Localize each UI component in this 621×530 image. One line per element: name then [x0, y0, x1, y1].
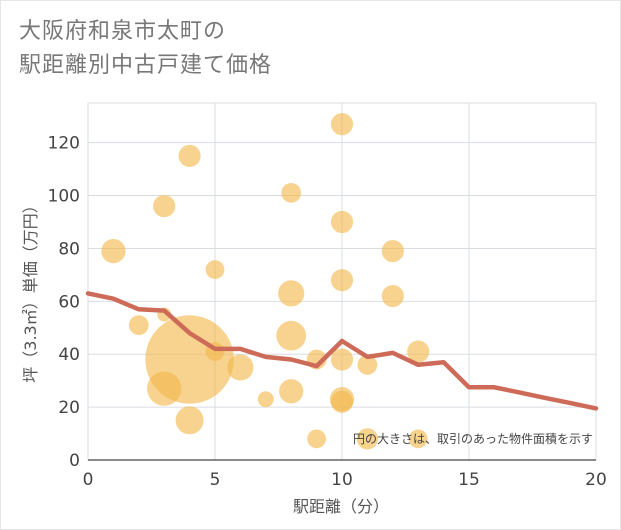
bubble-point — [101, 238, 126, 264]
bubble-point — [381, 240, 404, 263]
y-axis-label: 坪（3.3㎡）単価（万円） — [21, 197, 40, 382]
bubble-point — [307, 429, 326, 449]
bubble-point — [278, 280, 305, 307]
y-tick-label: 80 — [58, 239, 80, 259]
x-tick-label: 15 — [458, 470, 480, 490]
chart-trend — [85, 291, 599, 411]
y-tick-label: 120 — [48, 134, 80, 154]
trend-line — [85, 291, 599, 411]
bubble-point — [357, 354, 378, 375]
y-tick-label: 0 — [69, 451, 80, 471]
chart-note: 円の大きさは、取引のあった物件面積を示す — [353, 431, 593, 446]
bubble-point — [281, 183, 302, 203]
y-tick-label: 100 — [48, 187, 80, 207]
chart-title-line2: 駅距離別中古戸建て価格 — [19, 53, 273, 78]
bubble-point — [178, 144, 201, 167]
chart-axes: 0 20 40 60 80 100 120 0 5 10 15 20 — [48, 134, 607, 490]
bubble-point — [407, 340, 430, 363]
bubble-point — [330, 210, 354, 234]
bubble-point — [356, 428, 379, 450]
bubble-point — [257, 391, 274, 408]
bubble-point — [330, 113, 354, 136]
chart-bubbles — [101, 113, 430, 450]
chart-title-line1: 大阪府和泉市太町の — [19, 19, 227, 44]
chart-title: 大阪府和泉市太町の 駅距離別中古戸建て価格 — [19, 15, 272, 83]
bubble-point — [381, 284, 404, 308]
bubble-point — [227, 354, 254, 381]
x-tick-label: 0 — [83, 470, 94, 490]
x-axis-label: 駅距離（分） — [293, 497, 389, 516]
bubble-point — [330, 348, 354, 371]
bubble-point — [330, 269, 354, 292]
x-tick-label: 10 — [331, 470, 353, 490]
bubble-point — [408, 429, 428, 449]
x-tick-label: 20 — [585, 470, 607, 490]
bubble-point — [279, 379, 304, 404]
bubble-point — [175, 406, 204, 435]
x-tick-label: 5 — [210, 470, 221, 490]
y-tick-label: 40 — [58, 345, 80, 365]
bubble-point — [276, 320, 307, 351]
bubble-point — [145, 315, 234, 404]
bubble-point — [153, 195, 176, 218]
bubble-point — [330, 390, 354, 413]
bubble-point — [205, 260, 225, 279]
y-tick-label: 20 — [58, 398, 80, 418]
bubble-point — [128, 315, 149, 336]
y-tick-label: 60 — [58, 292, 80, 312]
